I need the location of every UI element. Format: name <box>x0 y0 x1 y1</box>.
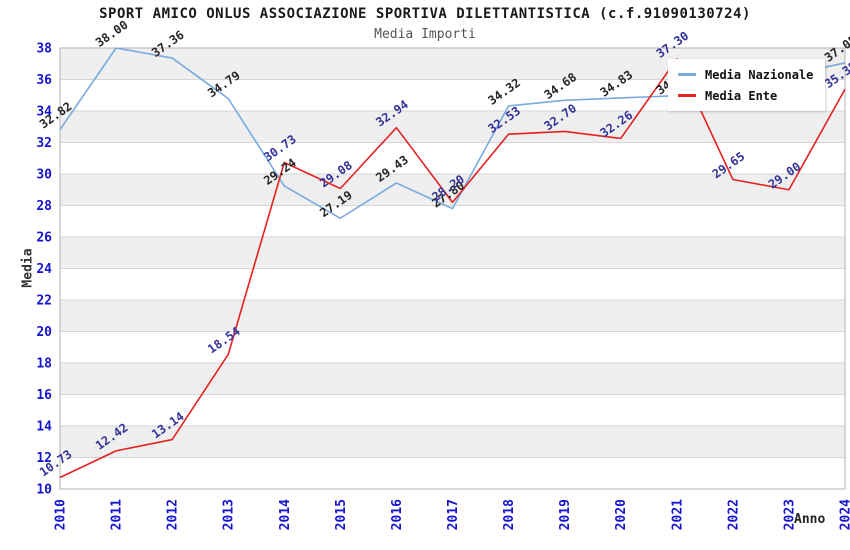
y-tick-label: 12 <box>36 451 52 466</box>
y-tick-label: 36 <box>36 73 52 88</box>
legend-item-media-ente: Media Ente <box>678 85 813 106</box>
legend: Media Nazionale Media Ente <box>668 59 826 111</box>
legend-label: Media Ente <box>705 88 778 103</box>
x-tick-label: 2014 <box>278 499 293 530</box>
series-media-ente <box>59 58 846 479</box>
plot-border <box>59 47 846 490</box>
y-tick-label: 32 <box>36 136 52 151</box>
x-tick-label: 2020 <box>614 499 629 530</box>
x-tick-label: 2021 <box>670 499 685 530</box>
y-tick-label: 34 <box>36 105 52 120</box>
y-axis-ticks: 10 12 14 16 18 20 22 24 26 28 30 32 34 36 38 <box>36 42 52 498</box>
series-line <box>59 58 846 479</box>
legend-label: Media Nazionale <box>705 67 814 82</box>
y-tick-label: 20 <box>36 325 52 340</box>
x-tick-label: 2010 <box>54 499 69 530</box>
line-swatch-media-nazionale <box>678 73 696 76</box>
legend-item-media-nazionale: Media Nazionale <box>678 64 813 85</box>
x-tick-label: 2024 <box>839 499 850 530</box>
x-tick-label: 2013 <box>222 499 237 530</box>
y-tick-label: 10 <box>36 483 52 498</box>
chart-subtitle: Media Importi <box>374 27 476 42</box>
x-tick-label: 2023 <box>782 499 797 530</box>
x-axis-ticks: 2010 2011 2012 2013 2014 2015 2016 2017 2018 2019… <box>54 499 850 530</box>
x-tick-label: 2011 <box>110 499 125 530</box>
y-tick-label: 18 <box>36 357 52 372</box>
y-tick-label: 14 <box>36 420 52 435</box>
y-axis-title: Media <box>20 248 36 288</box>
y-tick-label: 16 <box>36 388 52 403</box>
x-axis-title: Anno <box>794 512 826 527</box>
x-tick-label: 2019 <box>558 499 573 530</box>
y-tick-label: 24 <box>36 262 52 277</box>
line-swatch-media-ente <box>678 94 696 97</box>
y-tick-label: 30 <box>36 168 52 183</box>
y-tick-label: 28 <box>36 199 52 214</box>
y-tick-label: 22 <box>36 294 52 309</box>
gridlines <box>60 79 845 458</box>
x-tick-label: 2017 <box>446 499 461 530</box>
y-tick-label: 38 <box>36 42 52 57</box>
x-tick-label: 2016 <box>390 499 405 530</box>
chart-title: SPORT AMICO ONLUS ASSOCIAZIONE SPORTIVA … <box>99 6 751 22</box>
x-tick-label: 2012 <box>166 499 181 530</box>
x-tick-label: 2022 <box>726 499 741 530</box>
x-tick-label: 2015 <box>334 499 349 530</box>
x-tick-label: 2018 <box>502 499 517 530</box>
y-tick-label: 26 <box>36 231 52 246</box>
